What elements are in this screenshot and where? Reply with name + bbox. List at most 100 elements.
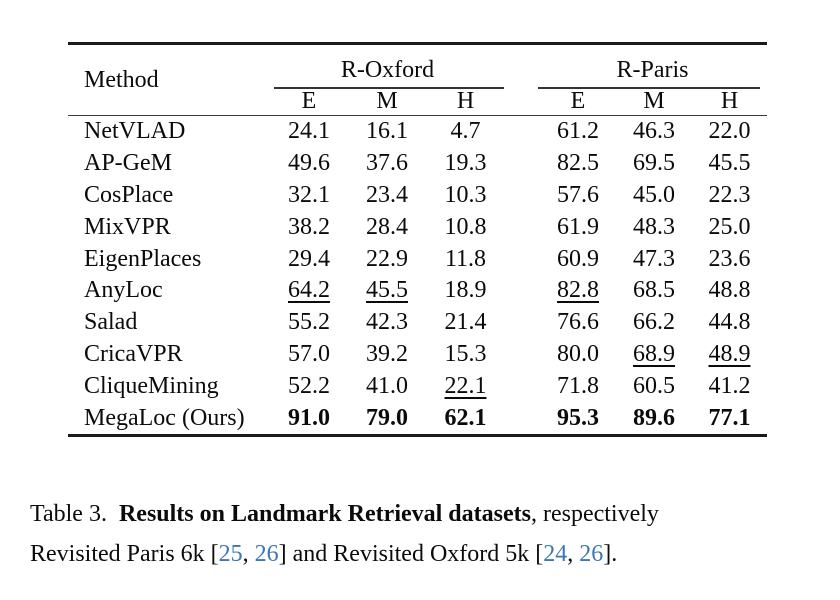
- table-row: Salad 55.2 42.3 21.4 76.6 66.2 44.8: [68, 307, 767, 339]
- metric-value: 48.9: [708, 340, 751, 367]
- results-table: Method R-Oxford R-Paris E M H E M H NetVLAD 24…: [68, 42, 767, 437]
- value-cell: 44.8: [692, 309, 767, 336]
- value-cell: 57.0: [270, 341, 348, 368]
- caption-bold-text: Results on Landmark Retrieval datasets: [118, 501, 531, 527]
- value-cell: 80.0: [540, 341, 616, 368]
- value-cell: 39.2: [348, 341, 426, 368]
- value-cell: 46.3: [616, 118, 692, 145]
- table-body: NetVLAD 24.1 16.1 4.7 61.2 46.3 22.0 AP-GeM 49.6…: [68, 116, 767, 437]
- value-cell: 48.8: [692, 277, 767, 304]
- metric-value: 89.6: [633, 404, 675, 431]
- value-cell: 28.4: [348, 214, 426, 241]
- value-cell: 22.9: [348, 246, 426, 273]
- value-cell: 23.4: [348, 182, 426, 209]
- metric-value: 57.0: [288, 340, 330, 367]
- metric-value: 52.2: [288, 372, 330, 399]
- value-cell: 29.4: [270, 246, 348, 273]
- caption-text: Revisited Paris 6k [: [30, 541, 219, 567]
- metric-value: 22.3: [708, 181, 751, 208]
- value-cell: 48.3: [616, 214, 692, 241]
- metric-value: 23.4: [366, 181, 408, 208]
- caption-text: ,: [567, 541, 580, 567]
- table-header: Method R-Oxford R-Paris E M H E M H: [68, 45, 767, 116]
- table-row: AP-GeM 49.6 37.6 19.3 82.5 69.5 45.5: [68, 148, 767, 180]
- group-header-rparis: R-Paris: [616, 57, 689, 83]
- value-cell: 22.3: [692, 182, 767, 209]
- metric-value: 32.1: [288, 181, 330, 208]
- metric-value: 44.8: [708, 309, 751, 336]
- rparis-cmidrule: [538, 87, 760, 89]
- value-cell: 57.6: [540, 182, 616, 209]
- metric-value: 41.0: [366, 372, 408, 399]
- value-cell: 71.8: [540, 373, 616, 400]
- value-cell: 45.5: [348, 277, 426, 304]
- method-cell: CliqueMining: [84, 372, 219, 399]
- metric-value: 82.8: [557, 277, 599, 304]
- metric-value: 80.0: [557, 340, 599, 367]
- metric-value: 95.3: [557, 404, 599, 431]
- caption-text: Table 3.: [30, 501, 119, 527]
- citation-link[interactable]: 26: [254, 541, 279, 567]
- table-row: AnyLoc 64.2 45.5 18.9 82.8 68.5 48.8: [68, 275, 767, 307]
- metric-value: 22.9: [366, 245, 408, 272]
- method-cell: NetVLAD: [84, 118, 186, 145]
- value-cell: 38.2: [270, 214, 348, 241]
- citation-link[interactable]: 24: [543, 541, 568, 567]
- method-column-header: Method: [84, 66, 159, 93]
- metric-value: 21.4: [444, 309, 487, 336]
- metric-value: 69.5: [633, 150, 675, 177]
- value-cell: 25.0: [692, 214, 767, 241]
- value-cell: 68.9: [616, 341, 692, 368]
- subheader-roxford-e: E: [301, 88, 317, 114]
- value-cell: 95.3: [540, 405, 616, 432]
- value-cell: 45.0: [616, 182, 692, 209]
- metric-value: 55.2: [288, 309, 330, 336]
- table-row: NetVLAD 24.1 16.1 4.7 61.2 46.3 22.0: [68, 116, 767, 148]
- method-cell: MixVPR: [84, 213, 171, 240]
- caption-text: ].: [603, 541, 618, 567]
- value-cell: 91.0: [270, 405, 348, 432]
- table-row: CricaVPR 57.0 39.2 15.3 80.0 68.9 48.9: [68, 339, 767, 371]
- value-cell: 77.1: [692, 405, 767, 432]
- metric-value: 39.2: [366, 340, 408, 367]
- value-cell: 68.5: [616, 277, 692, 304]
- subheader-roxford-h: H: [456, 88, 475, 114]
- metric-value: 48.3: [633, 213, 675, 240]
- metric-value: 45.5: [366, 277, 408, 304]
- metric-value: 45.5: [708, 150, 751, 177]
- metric-value: 61.9: [557, 213, 599, 240]
- caption-text: ,: [242, 541, 255, 567]
- table-row: MixVPR 38.2 28.4 10.8 61.9 48.3 25.0: [68, 211, 767, 243]
- metric-value: 18.9: [444, 277, 487, 304]
- metric-value: 28.4: [366, 213, 408, 240]
- value-cell: 60.9: [540, 246, 616, 273]
- value-cell: 10.3: [426, 182, 505, 209]
- value-cell: 22.0: [692, 118, 767, 145]
- metric-value: 60.5: [633, 372, 675, 399]
- caption-text: ] and Revisited Oxford 5k [: [278, 541, 544, 567]
- metric-value: 60.9: [557, 245, 599, 272]
- citation-link[interactable]: 26: [579, 541, 604, 567]
- metric-value: 37.6: [366, 150, 408, 177]
- value-cell: 21.4: [426, 309, 505, 336]
- value-cell: 24.1: [270, 118, 348, 145]
- metric-value: 47.3: [633, 245, 675, 272]
- metric-value: 91.0: [288, 404, 330, 431]
- metric-value: 61.2: [557, 118, 599, 145]
- method-cell: EigenPlaces: [84, 245, 202, 272]
- table-row: EigenPlaces 29.4 22.9 11.8 60.9 47.3 23.6: [68, 243, 767, 275]
- table-row: MegaLoc (Ours) 91.0 79.0 62.1 95.3 89.6 77.1: [68, 402, 767, 434]
- value-cell: 11.8: [426, 246, 505, 273]
- metric-value: 10.3: [444, 181, 487, 208]
- value-cell: 19.3: [426, 150, 505, 177]
- value-cell: 10.8: [426, 214, 505, 241]
- value-cell: 15.3: [426, 341, 505, 368]
- citation-link[interactable]: 25: [218, 541, 243, 567]
- metric-value: 45.0: [633, 181, 675, 208]
- value-cell: 79.0: [348, 405, 426, 432]
- value-cell: 82.8: [540, 277, 616, 304]
- value-cell: 42.3: [348, 309, 426, 336]
- metric-value: 38.2: [288, 213, 330, 240]
- metric-value: 25.0: [708, 213, 751, 240]
- value-cell: 89.6: [616, 405, 692, 432]
